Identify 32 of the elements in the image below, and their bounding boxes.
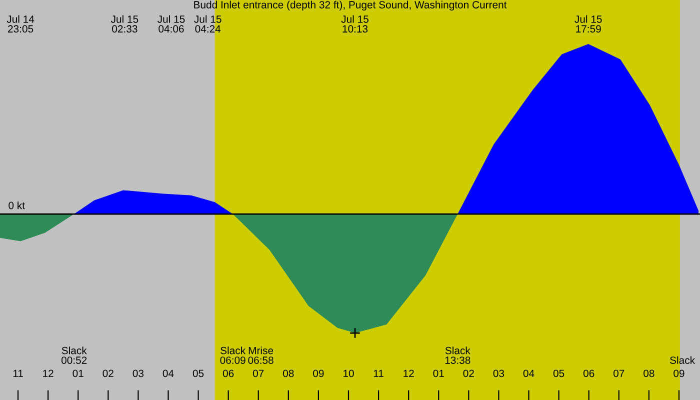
text: Jul 15 17:59	[574, 15, 602, 33]
x-tick-label: 12	[404, 370, 414, 377]
x-tick-label: 11	[13, 370, 23, 377]
x-tick-label: 06	[583, 370, 594, 378]
x-tick-label: 10	[344, 370, 354, 378]
x-tick-label: 08	[644, 370, 654, 378]
x-tick-label: 09	[313, 370, 324, 378]
x-tick-label: 11	[374, 370, 384, 377]
x-tick-label: 08	[283, 370, 294, 378]
text: Slack 13:38	[445, 346, 470, 364]
text: Slack 00:52	[61, 346, 87, 364]
x-tick-label: 01	[433, 370, 444, 378]
text: Jul 15 10:13	[341, 15, 368, 33]
text: Jul 14 23:05	[6, 15, 34, 33]
x-tick-label: 02	[463, 370, 474, 378]
x-tick-label: 03	[493, 370, 504, 378]
x-tick-label: 05	[192, 370, 204, 378]
ref-line-label: 0 kt	[8, 202, 25, 210]
x-tick-label: 05	[553, 370, 564, 378]
text: Mrise 06:58	[248, 346, 274, 364]
text: Slack 06:09	[220, 346, 246, 364]
x-tick-label: 01	[72, 370, 84, 378]
x-tick-label: 02	[102, 370, 114, 378]
x-tick-label: 04	[523, 370, 534, 378]
x-tick-label: 03	[132, 370, 144, 378]
text: Jul 15 02:33	[110, 15, 138, 33]
x-tick-label: 07	[614, 370, 624, 378]
x-tick-label: 12	[43, 370, 54, 377]
x-tick-label: 04	[162, 370, 174, 378]
x-tick-label: 07	[252, 370, 264, 378]
x-tick-label: 06	[222, 370, 234, 378]
text: Jul 15 04:06	[158, 15, 185, 33]
